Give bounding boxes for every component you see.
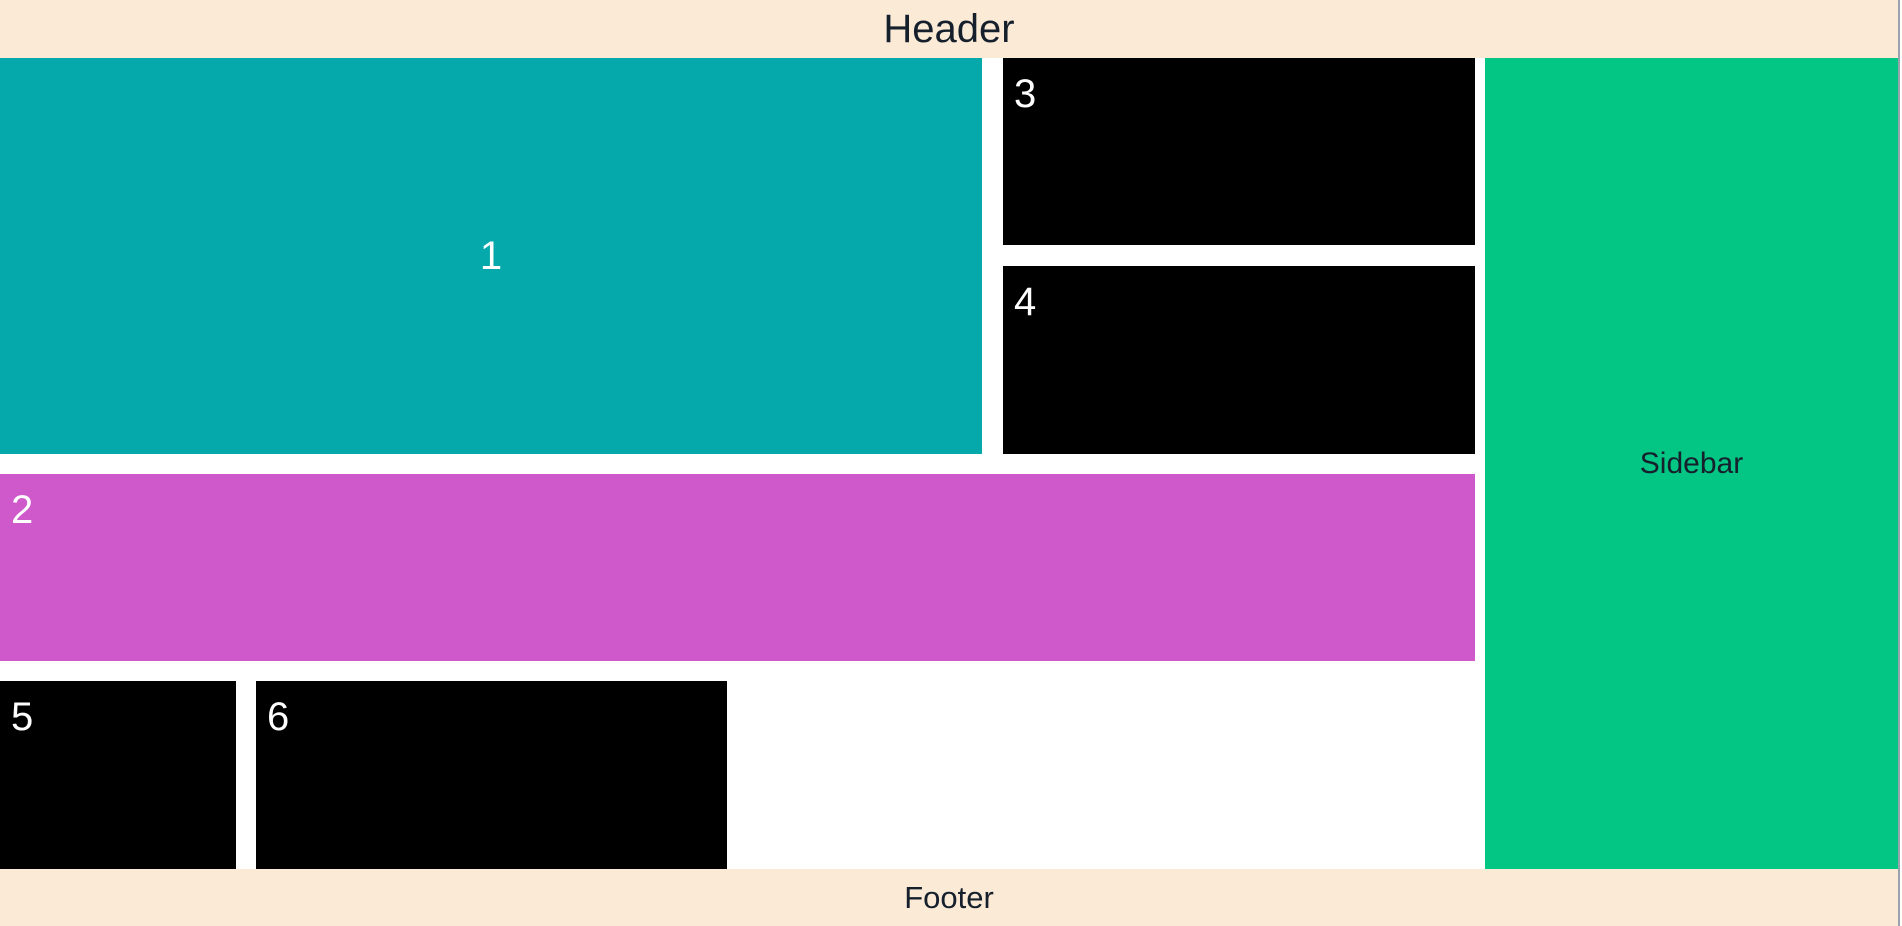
- grid-box-1: 1: [0, 58, 982, 454]
- grid-box-5: 5: [0, 681, 236, 869]
- sidebar: Sidebar: [1485, 58, 1898, 869]
- window-right-border: [1898, 0, 1900, 926]
- grid-box-2: 2: [0, 474, 1475, 661]
- grid-box-3: 3: [1003, 58, 1475, 245]
- page-header: Header: [0, 0, 1898, 58]
- grid-box-5-label: 5: [11, 695, 34, 739]
- sidebar-label: Sidebar: [1639, 446, 1744, 480]
- grid-box-4-label: 4: [1014, 280, 1037, 324]
- footer-label: Footer: [904, 880, 994, 915]
- header-label: Header: [883, 7, 1015, 51]
- grid-box-1-label: 1: [479, 234, 503, 278]
- grid-box-2-label: 2: [11, 488, 34, 532]
- grid-box-3-label: 3: [1014, 72, 1037, 116]
- grid-box-6: 6: [256, 681, 727, 869]
- grid-box-6-label: 6: [267, 695, 290, 739]
- grid-box-4: 4: [1003, 266, 1475, 454]
- page-footer: Footer: [0, 869, 1898, 926]
